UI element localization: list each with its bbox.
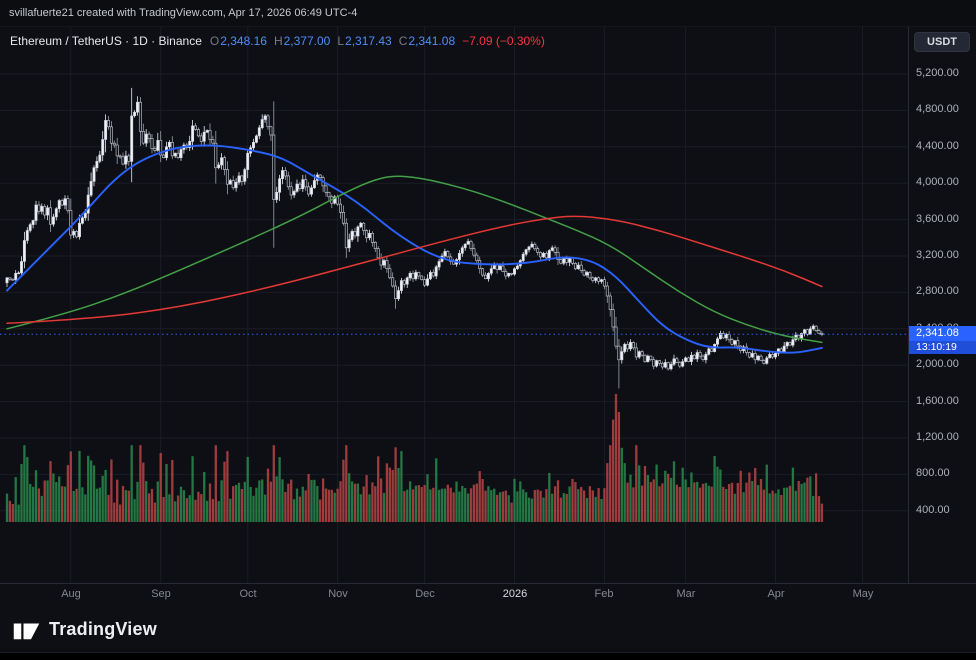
time-axis-label: Feb (594, 588, 614, 600)
chart-area[interactable]: Ethereum / TetherUS · 1D · Binance O 2,34… (0, 27, 976, 608)
price-tick: 3,600.00 (916, 212, 959, 225)
tradingview-logo-icon[interactable] (13, 618, 40, 641)
time-axis[interactable]: Aug Sep Oct Nov Dec 2026 Feb Mar Apr May (0, 583, 976, 608)
time-axis-label: Dec (415, 588, 435, 600)
time-axis-label: May (852, 588, 874, 600)
price-tick: 400.00 (916, 503, 950, 516)
price-tick: 4,000.00 (916, 176, 959, 189)
bar-countdown: 13:10:19 (909, 341, 976, 355)
high-label: H (273, 34, 283, 48)
candlestick-layer (5, 87, 824, 389)
high-value: 2,377.00 (283, 34, 331, 48)
change-value: −7.09 (−0.30%) (462, 34, 545, 48)
ohlc-readout: O 2,348.16 H 2,377.00 L 2,317.43 C 2,341.08 … (210, 34, 545, 48)
price-tick: 5,200.00 (916, 67, 959, 79)
attribution-text: svillafuerte21 created with TradingView.… (9, 7, 358, 19)
close-value: 2,341.08 (408, 34, 456, 48)
attribution-bar: svillafuerte21 created with TradingView.… (0, 0, 976, 27)
tradingview-wordmark[interactable]: TradingView (49, 619, 157, 639)
price-tick: 2,000.00 (916, 358, 959, 371)
time-axis-label: Mar (676, 588, 696, 600)
last-price-label: 2,341.08 (909, 326, 976, 342)
price-axis[interactable]: 2,341.08 13:10:19 5,200.00 4,800.00 4,400.… (908, 27, 976, 583)
price-tick: 1,200.00 (916, 431, 959, 443)
price-tick: 2,800.00 (916, 285, 959, 298)
time-axis-label: Aug (61, 588, 81, 600)
price-tick: 1,600.00 (916, 394, 959, 407)
last-price-badge: 2,341.08 13:10:19 (909, 326, 976, 355)
time-axis-label: Apr (767, 588, 785, 600)
volume-layer (5, 394, 824, 522)
close-label: C (398, 34, 408, 48)
ma-mid-green (6, 175, 823, 344)
price-tick: 3,200.00 (916, 249, 959, 261)
price-tick: 800.00 (916, 467, 950, 480)
low-value: 2,317.43 (345, 34, 392, 48)
bottom-strip (0, 652, 976, 660)
time-axis-label: 2026 (502, 588, 528, 600)
open-value: 2,348.16 (220, 34, 267, 48)
symbol-header: Ethereum / TetherUS · 1D · Binance O 2,34… (10, 34, 545, 48)
candlestick-chart-canvas[interactable] (0, 27, 976, 583)
currency-toggle-button[interactable]: USDT (914, 32, 970, 52)
time-axis-label: Sep (151, 588, 171, 600)
time-axis-label: Nov (328, 588, 348, 600)
symbol-title[interactable]: Ethereum / TetherUS · 1D · Binance (10, 34, 202, 48)
moving-average-layer (6, 144, 823, 354)
footer-logo-bar: TradingView (0, 607, 976, 652)
time-axis-label: Oct (239, 588, 257, 600)
open-label: O (209, 34, 220, 48)
low-label: L (337, 34, 345, 48)
price-tick: 4,800.00 (916, 103, 959, 116)
ma-slow-red (6, 215, 823, 325)
price-tick: 4,400.00 (916, 139, 959, 152)
ma-fast-blue (6, 144, 823, 354)
